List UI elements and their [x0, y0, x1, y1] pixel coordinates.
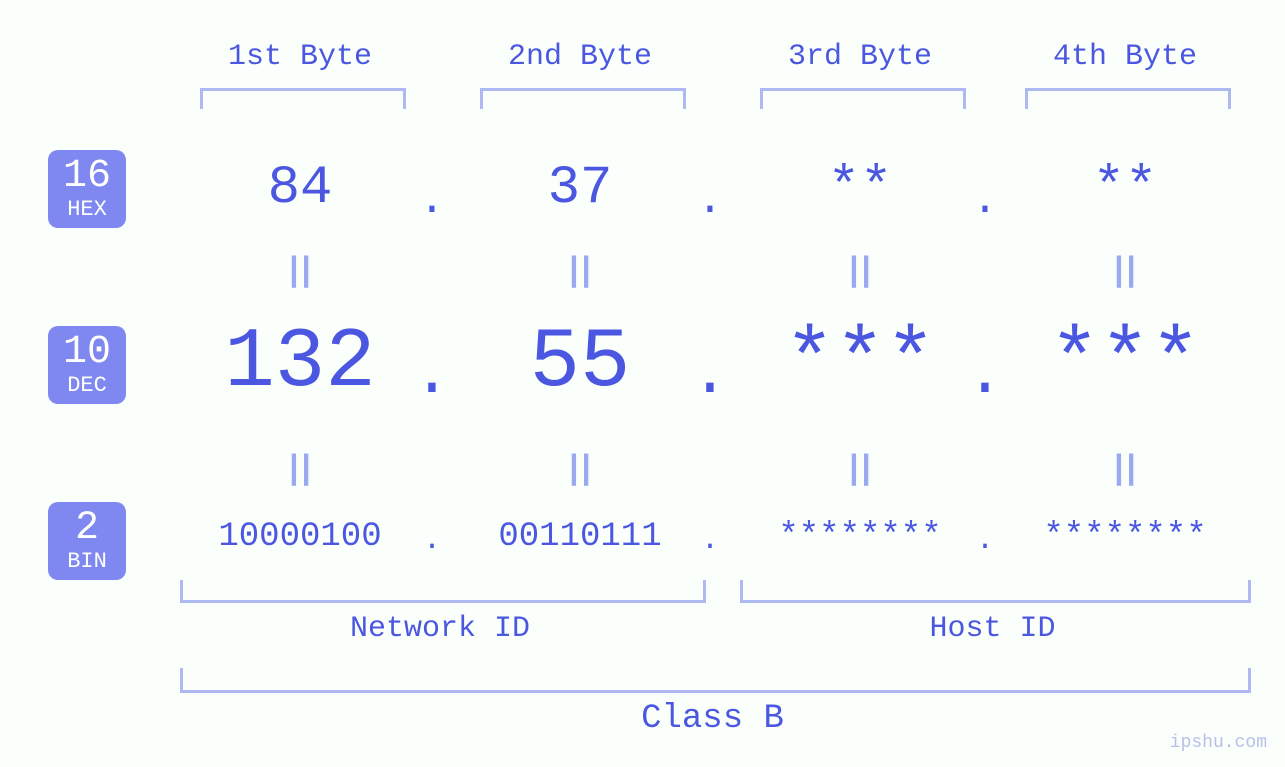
dec-badge-abbr: DEC — [67, 374, 107, 397]
byte-bracket-2 — [480, 88, 686, 109]
eq-top-3: ‖ — [812, 250, 908, 290]
bin-byte-1: 10000100 — [170, 518, 430, 556]
dec-byte-4: *** — [995, 316, 1255, 411]
bin-byte-4: ******** — [995, 518, 1255, 556]
dec-dot-3: . — [965, 340, 1005, 412]
hex-badge-num: 16 — [63, 156, 111, 198]
byte-label-3: 3rd Byte — [750, 40, 970, 74]
hex-dot-3: . — [965, 176, 1005, 226]
hex-byte-3: ** — [730, 158, 990, 219]
dec-byte-2: 55 — [450, 316, 710, 411]
hex-dot-2: . — [690, 176, 730, 226]
bin-byte-2: 00110111 — [450, 518, 710, 556]
eq-top-4: ‖ — [1077, 250, 1173, 290]
byte-label-2: 2nd Byte — [470, 40, 690, 74]
byte-bracket-3 — [760, 88, 966, 109]
network-bracket — [180, 580, 706, 603]
eq-bot-3: ‖ — [812, 448, 908, 488]
dec-dot-2: . — [690, 340, 730, 412]
bin-badge-num: 2 — [75, 508, 99, 550]
host-bracket — [740, 580, 1251, 603]
byte-bracket-1 — [200, 88, 406, 109]
class-label: Class B — [613, 700, 813, 738]
eq-top-2: ‖ — [532, 250, 628, 290]
eq-bot-2: ‖ — [532, 448, 628, 488]
eq-bot-1: ‖ — [252, 448, 348, 488]
class-bracket — [180, 668, 1251, 693]
hex-badge: 16 HEX — [48, 150, 126, 228]
network-id-label: Network ID — [340, 612, 540, 646]
bin-badge: 2 BIN — [48, 502, 126, 580]
hex-badge-abbr: HEX — [67, 198, 107, 221]
bin-dot-3: . — [965, 524, 1005, 558]
dec-badge-num: 10 — [63, 332, 111, 374]
watermark: ipshu.com — [1170, 733, 1267, 753]
dec-byte-3: *** — [730, 316, 990, 411]
bin-dot-2: . — [690, 524, 730, 558]
hex-dot-1: . — [412, 176, 452, 226]
byte-bracket-4 — [1025, 88, 1231, 109]
bin-byte-3: ******** — [730, 518, 990, 556]
dec-badge: 10 DEC — [48, 326, 126, 404]
host-id-label: Host ID — [893, 612, 1093, 646]
hex-byte-1: 84 — [170, 158, 430, 219]
byte-label-4: 4th Byte — [1015, 40, 1235, 74]
hex-byte-4: ** — [995, 158, 1255, 219]
byte-label-1: 1st Byte — [190, 40, 410, 74]
eq-bot-4: ‖ — [1077, 448, 1173, 488]
dec-dot-1: . — [412, 340, 452, 412]
eq-top-1: ‖ — [252, 250, 348, 290]
bin-badge-abbr: BIN — [67, 550, 107, 573]
hex-byte-2: 37 — [450, 158, 710, 219]
dec-byte-1: 132 — [170, 316, 430, 411]
bin-dot-1: . — [412, 524, 452, 558]
